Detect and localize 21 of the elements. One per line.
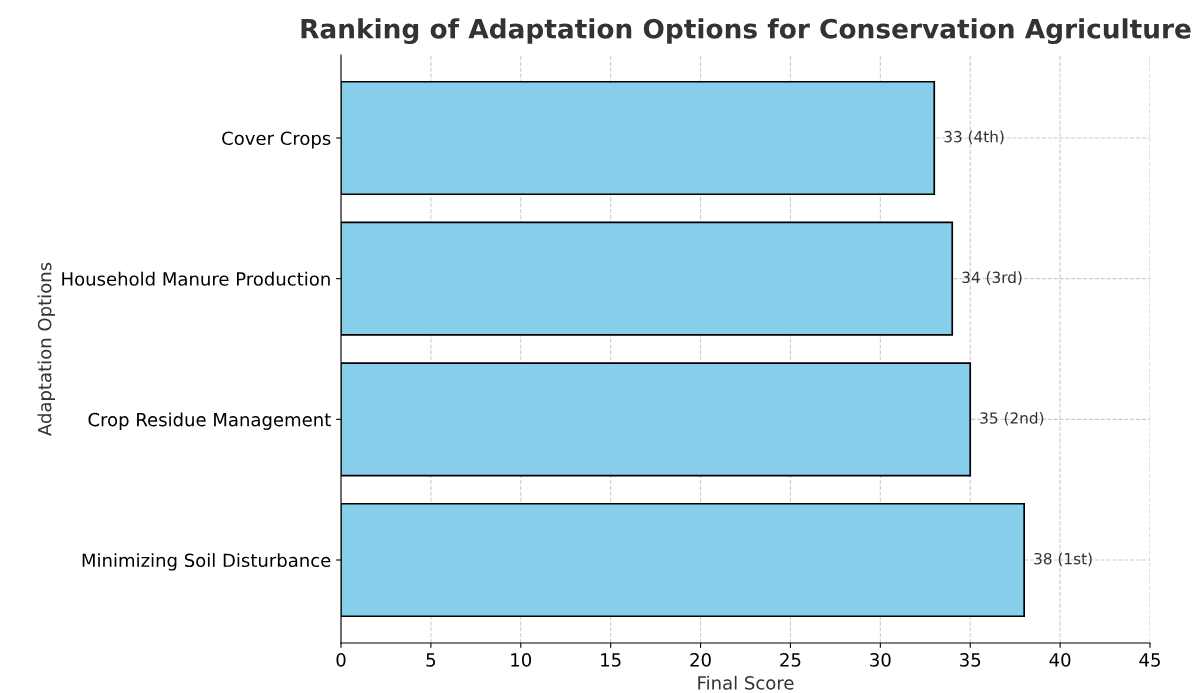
- data-label: 35 (2nd): [980, 411, 1044, 426]
- x-tick-label: 20: [690, 653, 711, 667]
- chart-title: Ranking of Adaptation Options for Conservation Agriculture: [301, 18, 1191, 45]
- data-label: 34 (3rd): [962, 271, 1022, 285]
- x-tick-label: 25: [780, 653, 801, 667]
- y-tick-label: Minimizing Soil Disturbance: [82, 553, 331, 571]
- x-tick-label: 40: [1049, 653, 1071, 667]
- x-tick-label: 0: [336, 653, 346, 667]
- x-tick-label: 45: [1139, 653, 1160, 667]
- x-tick-label: 5: [426, 653, 436, 667]
- y-axis-title: Adaptation Options: [37, 262, 55, 436]
- y-tick-label: Cover Crops: [222, 131, 331, 149]
- data-label: 33 (4th): [944, 130, 1004, 145]
- x-tick-label: 10: [511, 653, 532, 667]
- x-tick-label: 35: [960, 653, 981, 667]
- x-axis-title: Final Score: [698, 675, 794, 690]
- data-label: 38 (1st): [1034, 552, 1092, 567]
- y-tick-label: Household Manure Production: [62, 271, 330, 286]
- y-tick-label: Crop Residue Management: [88, 412, 331, 430]
- x-tick-label: 30: [870, 653, 891, 667]
- x-tick-label: 15: [601, 653, 621, 667]
